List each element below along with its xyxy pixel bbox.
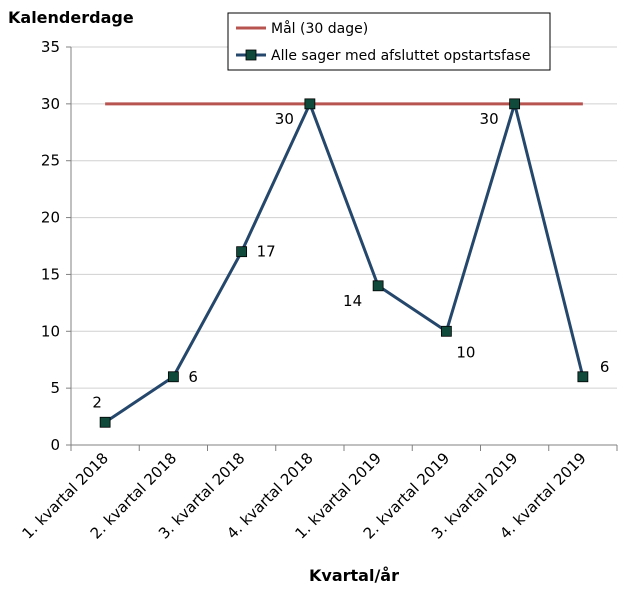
legend-cases-marker — [245, 49, 257, 61]
y-axis-title: Kalenderdage — [8, 8, 134, 27]
y-tick-label: 10 — [41, 322, 60, 340]
axes — [70, 47, 617, 446]
data-point — [167, 371, 179, 383]
data-point — [304, 98, 316, 110]
data-point — [372, 280, 384, 292]
data-label: 17 — [257, 243, 276, 261]
data-label: 2 — [92, 393, 102, 411]
data-point — [99, 416, 111, 428]
legend-box — [227, 12, 551, 71]
legend-goal-label: Mål (30 dage) — [271, 20, 368, 37]
y-tick-label: 15 — [41, 265, 60, 283]
x-axis-title: Kvartal/år — [309, 566, 399, 585]
data-label: 6 — [188, 368, 198, 386]
y-axis-ticks: 0 5 10 15 20 25 30 35 — [41, 38, 71, 454]
data-labels: 2 6 17 30 14 10 30 6 — [92, 110, 609, 411]
y-tick-label: 0 — [50, 436, 60, 454]
series-cases-line — [104, 102, 585, 424]
y-tick-label: 5 — [50, 379, 60, 397]
data-label: 10 — [456, 343, 475, 361]
gridlines — [71, 46, 617, 389]
data-point — [577, 371, 589, 383]
data-label: 30 — [480, 110, 499, 128]
data-point — [509, 98, 521, 110]
y-tick-label: 25 — [41, 152, 60, 170]
data-point — [440, 325, 452, 337]
data-label: 30 — [275, 110, 294, 128]
series-layer — [99, 98, 589, 428]
data-label: 14 — [343, 292, 362, 310]
legend: Mål (30 dage) Alle sager med afsluttet o… — [227, 12, 551, 71]
data-point — [236, 246, 248, 258]
legend-cases-label: Alle sager med afsluttet opstartsfase — [271, 48, 530, 64]
y-tick-label: 35 — [41, 38, 60, 56]
y-tick-label: 20 — [41, 209, 60, 227]
y-tick-label: 30 — [41, 95, 60, 113]
data-label: 6 — [600, 358, 610, 376]
